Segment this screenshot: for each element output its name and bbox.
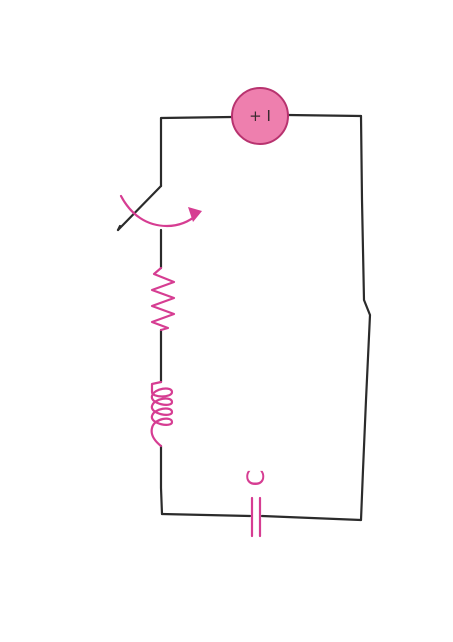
capacitor: C: [242, 470, 270, 538]
resistor-zigzag: [150, 266, 176, 332]
switch: [116, 184, 202, 232]
capacitor-label: C: [242, 470, 270, 487]
switch-arrow-head-icon: [188, 207, 202, 222]
battery-label: + I: [249, 107, 271, 125]
inductor-coil: [150, 380, 174, 448]
wire-top-left: [159, 115, 234, 188]
battery-circle: [231, 87, 289, 145]
switch-contact: [116, 224, 122, 232]
switch-rotation-arrow: [119, 194, 200, 228]
wire-right: [359, 114, 372, 522]
resistor: [150, 266, 176, 332]
wire-bottom-right: [260, 514, 363, 522]
circuit-wires: [159, 113, 372, 522]
battery: + I: [231, 87, 289, 145]
inductor: [150, 380, 174, 448]
switch-blade: [116, 184, 163, 232]
wire-bottom-left: [160, 512, 252, 518]
wire-left-inductor-to-bottom: [159, 444, 164, 516]
wire-top-right: [286, 113, 363, 118]
